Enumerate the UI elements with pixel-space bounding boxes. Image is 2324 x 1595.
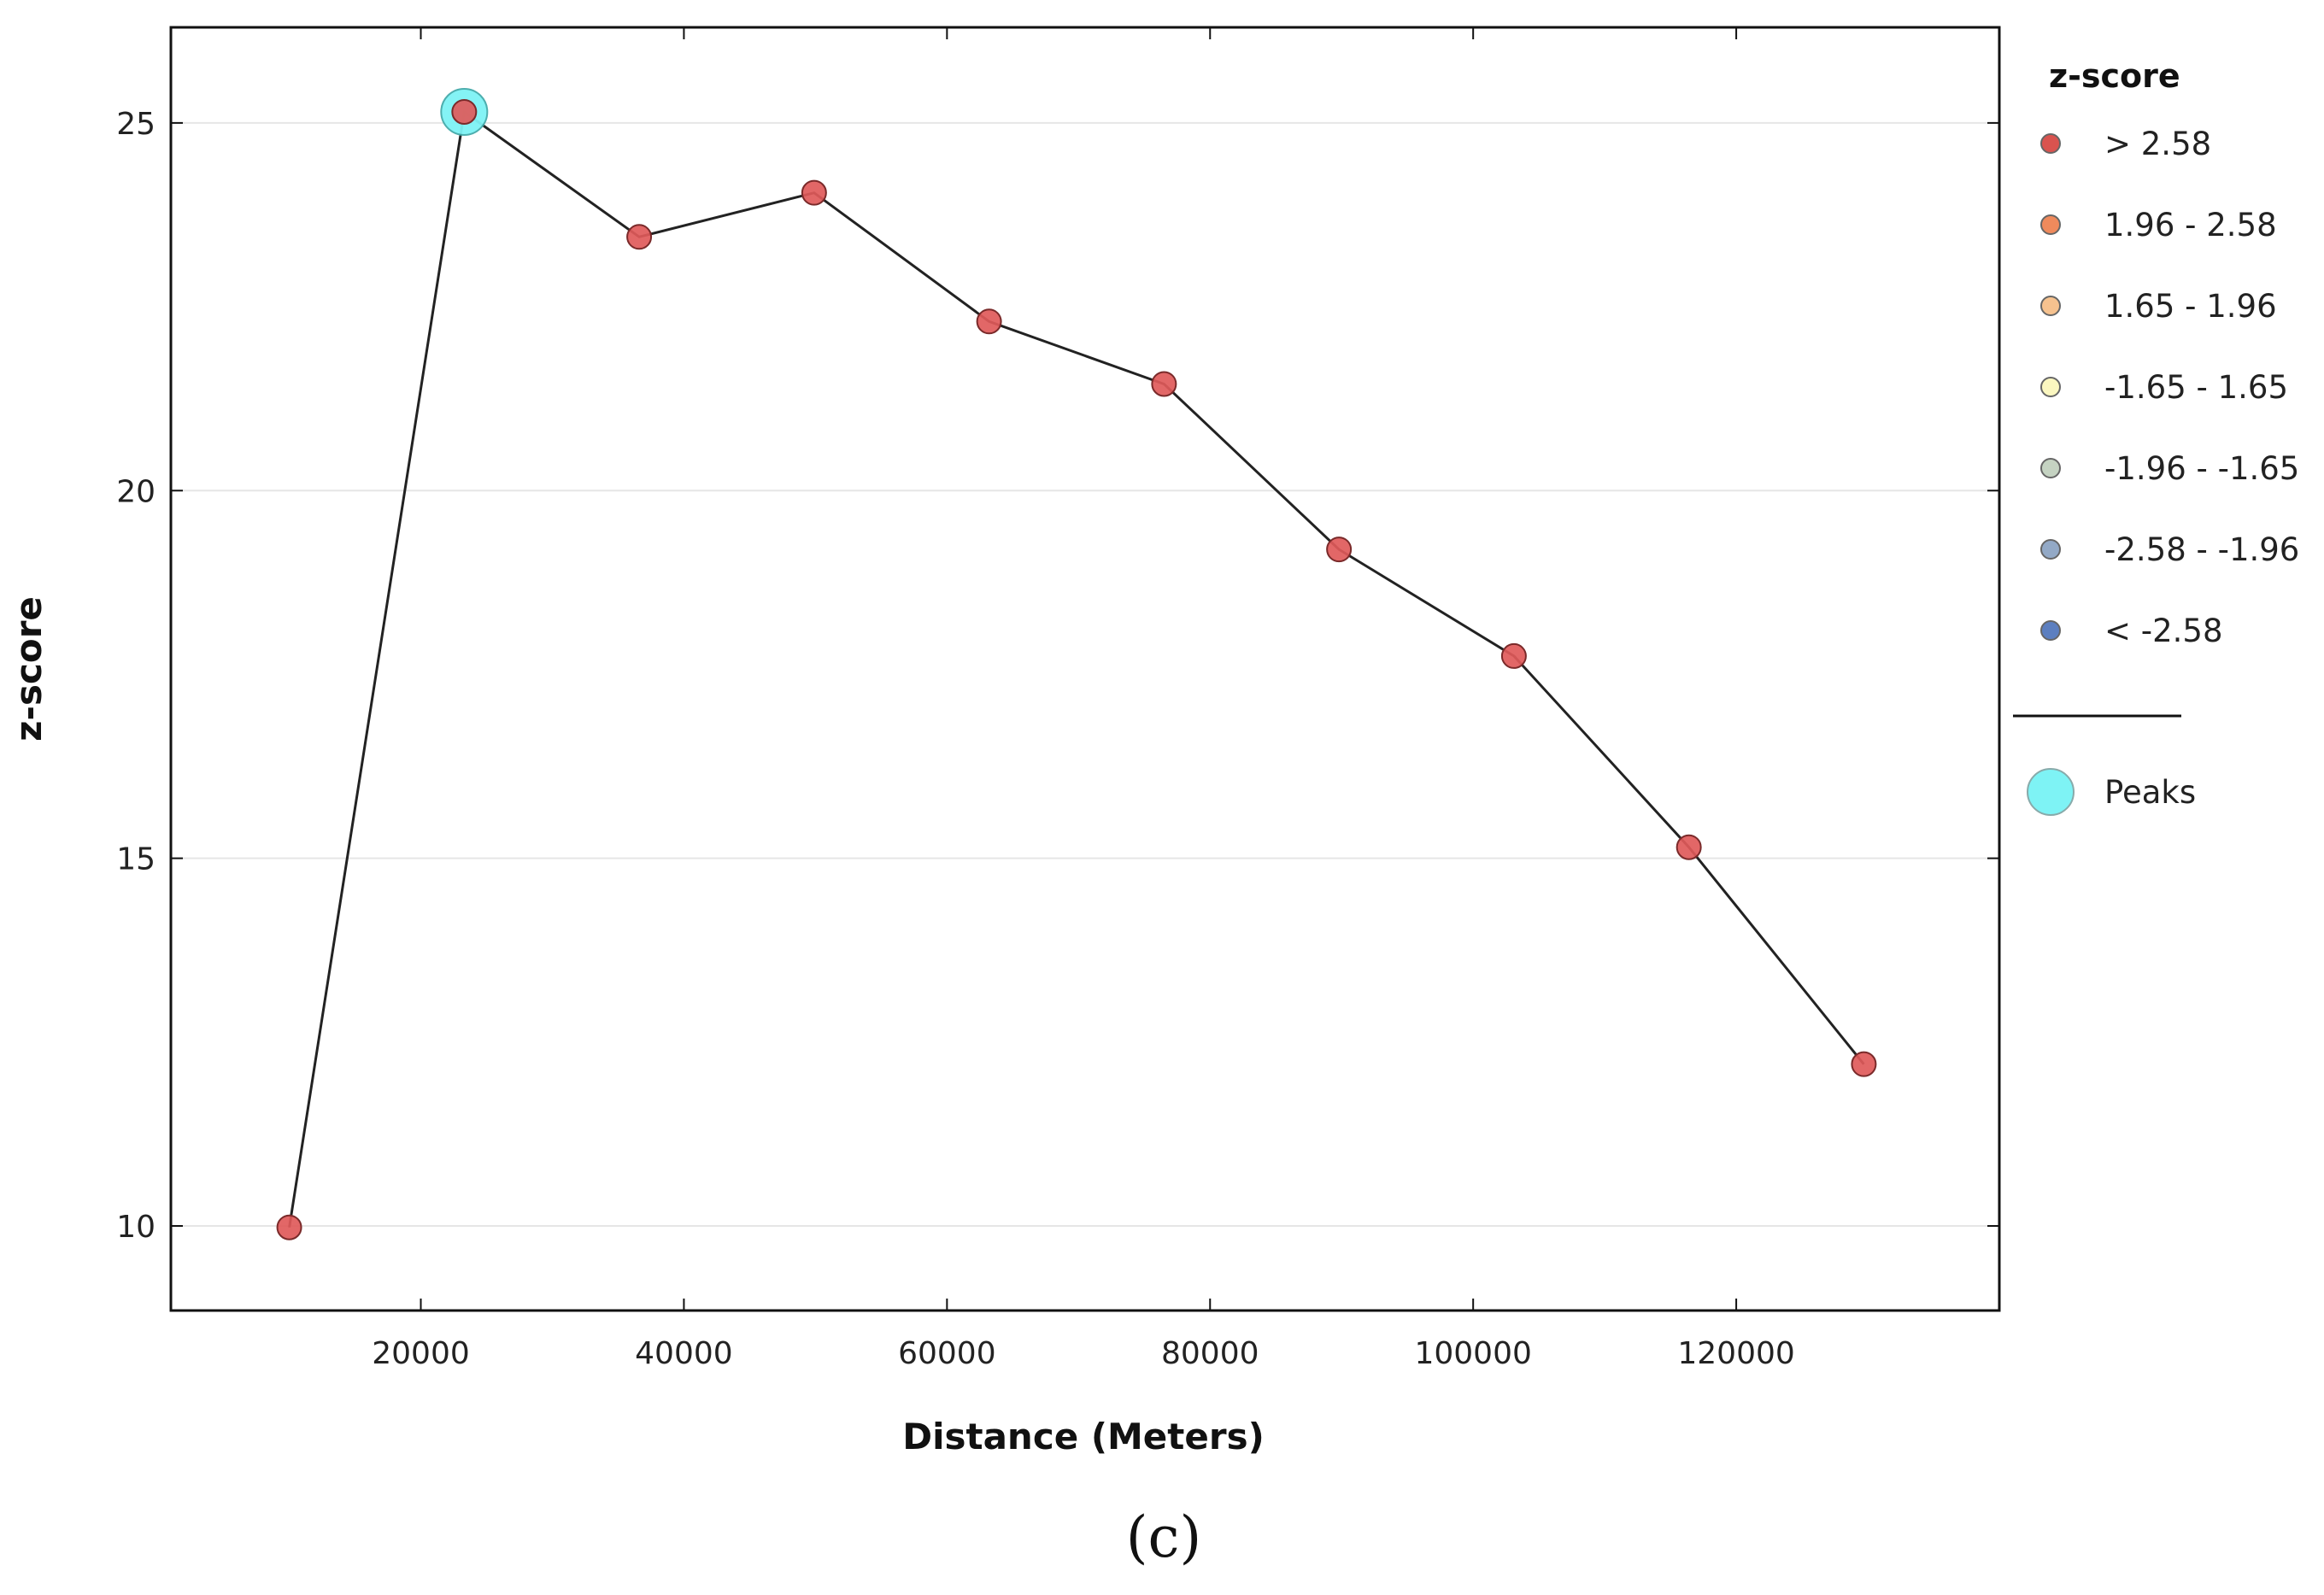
legend-marker bbox=[2040, 296, 2061, 316]
data-point bbox=[1500, 642, 1527, 669]
y-tick-label: 25 bbox=[116, 107, 156, 142]
legend-label: -1.65 - 1.65 bbox=[2104, 369, 2288, 406]
legend-peaks-marker bbox=[2027, 768, 2075, 816]
legend-items: > 2.58 1.96 - 2.58 1.65 - 1.96 -1.65 - 1.65… bbox=[2040, 126, 2299, 649]
y-tick-label: 15 bbox=[116, 842, 156, 877]
x-tick-label: 60000 bbox=[898, 1336, 996, 1371]
data-point bbox=[1151, 371, 1177, 397]
y-ticks: 10 15 20 25 bbox=[116, 107, 1999, 1245]
gridlines bbox=[171, 121, 1999, 1228]
legend-marker bbox=[2040, 214, 2061, 235]
plot-frame bbox=[169, 26, 2001, 1312]
data-point bbox=[451, 98, 478, 125]
data-point bbox=[1676, 834, 1702, 860]
legend-label: -2.58 - -1.96 bbox=[2104, 531, 2299, 568]
x-ticks: 20000 40000 60000 80000 100000 120000 bbox=[372, 27, 1795, 1371]
legend-label: 1.65 - 1.96 bbox=[2104, 288, 2277, 325]
legend: z-score > 2.58 1.96 - 2.58 1.65 - 1.96 -1.6… bbox=[2013, 57, 2299, 816]
legend-marker bbox=[2040, 377, 2061, 397]
data-point bbox=[976, 308, 1002, 335]
legend-title: z-score bbox=[2049, 57, 2180, 95]
data-point bbox=[276, 1214, 302, 1240]
y-tick-label: 20 bbox=[116, 474, 156, 509]
legend-label: -1.96 - -1.65 bbox=[2104, 450, 2299, 487]
x-tick-label: 40000 bbox=[635, 1336, 733, 1371]
data-point bbox=[626, 224, 653, 250]
legend-label: < -2.58 bbox=[2104, 613, 2223, 649]
x-tick-label: 20000 bbox=[372, 1336, 470, 1371]
data-points bbox=[276, 87, 1877, 1240]
legend-marker bbox=[2040, 133, 2061, 154]
data-point bbox=[1851, 1051, 1877, 1077]
series-line bbox=[288, 109, 1865, 1228]
legend-marker bbox=[2040, 458, 2061, 478]
legend-marker bbox=[2040, 620, 2061, 641]
data-point bbox=[801, 179, 827, 206]
legend-label: 1.96 - 2.58 bbox=[2104, 207, 2277, 243]
legend-peaks-label: Peaks bbox=[2104, 774, 2196, 811]
x-tick-label: 100000 bbox=[1414, 1336, 1531, 1371]
x-axis-title: Distance (Meters) bbox=[902, 1416, 1265, 1457]
x-tick-label: 80000 bbox=[1161, 1336, 1259, 1371]
data-point bbox=[1326, 537, 1353, 563]
x-tick-label: 120000 bbox=[1677, 1336, 1794, 1371]
y-tick-label: 10 bbox=[116, 1210, 156, 1245]
figure-caption: (c) bbox=[1126, 1504, 1201, 1570]
y-axis-title: z-score bbox=[8, 596, 50, 742]
legend-marker bbox=[2040, 539, 2061, 560]
legend-label: > 2.58 bbox=[2104, 126, 2211, 162]
